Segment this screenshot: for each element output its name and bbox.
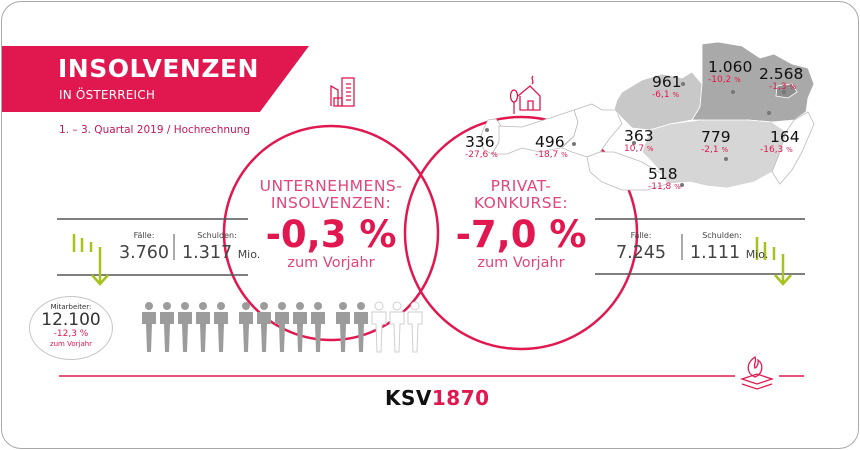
house-icon — [509, 75, 541, 114]
region-burgenland: 164 -16,3 % — [760, 128, 800, 155]
business-cases-label: Fälle: — [133, 231, 155, 240]
region-wien: 2.568 -1,3 % — [759, 65, 804, 92]
private-summary: PRIVAT- KONKURSE: -7,0 % zum Vorjahr — [424, 177, 618, 272]
title-banner — [2, 46, 309, 112]
employees-change-sub: zum Vorjahr — [49, 340, 93, 348]
region-tirol: 496 -18,7 % — [535, 133, 568, 160]
region-salzburg: 363 10,7 % — [624, 127, 654, 154]
region-oberoesterreich: 961 -6,1 % — [652, 73, 682, 100]
employees-label: Mitarbeiter: — [50, 303, 92, 311]
private-change-sub: zum Vorjahr — [477, 255, 565, 271]
private-cases-label: Fälle: — [630, 231, 652, 240]
private-cases-value: 7.245 — [615, 243, 667, 263]
page-title: INSOLVENZEN — [58, 54, 259, 83]
private-debt-value: 1.111 Mio. — [690, 243, 769, 263]
private-debt: Schulden: 1.111 Mio. — [690, 231, 769, 263]
employees-change: -12,3 % — [53, 329, 89, 339]
campfire-icon — [739, 355, 775, 390]
decline-chart-icon-left — [72, 234, 109, 286]
business-change: -0,3 % — [265, 213, 397, 256]
business-debt-value: 1.317 Mio. — [182, 243, 261, 263]
business-heading-1: UNTERNEHMENS- — [259, 177, 403, 195]
decline-chart-icon-right — [755, 237, 792, 286]
business-cases: Fälle: 3.760 — [114, 231, 174, 263]
business-summary: UNTERNEHMENS- INSOLVENZEN: -0,3 % zum Vo… — [235, 177, 427, 272]
business-debt: Schulden: 1.317 Mio. — [182, 231, 261, 263]
region-niederoesterreich: 1.060 -10,2 % — [708, 58, 753, 85]
period-label: 1. – 3. Quartal 2019 / Hochrechnung — [59, 124, 251, 136]
private-heading-2: KONKURSE: — [473, 194, 569, 212]
private-heading-1: PRIVAT- — [490, 177, 552, 195]
private-cases: Fälle: 7.245 — [610, 231, 672, 263]
business-heading-2: INSOLVENZEN: — [270, 194, 392, 212]
employees-badge: Mitarbeiter: 12.100 -12,3 % zum Vorjahr — [29, 296, 113, 360]
employee-figures — [142, 301, 423, 353]
private-debt-label: Schulden: — [702, 231, 742, 240]
business-circle — [222, 124, 440, 342]
employees-value: 12.100 — [41, 310, 101, 330]
region-kaernten: 518 -11,8 % — [648, 165, 681, 192]
private-change: -7,0 % — [455, 213, 587, 256]
buildings-icon — [330, 77, 355, 107]
business-change-sub: zum Vorjahr — [287, 255, 375, 271]
austria-map-icon — [479, 41, 815, 191]
region-vorarlberg: 336 -27,6 % — [465, 133, 498, 160]
page-subtitle: IN ÖSTERREICH — [59, 88, 156, 102]
private-circle — [403, 115, 639, 351]
ksv-logo: KSV1870 — [385, 386, 490, 410]
business-debt-label: Schulden: — [197, 231, 237, 240]
region-steiermark: 779 -2,1 % — [701, 128, 731, 155]
business-cases-value: 3.760 — [118, 243, 170, 263]
